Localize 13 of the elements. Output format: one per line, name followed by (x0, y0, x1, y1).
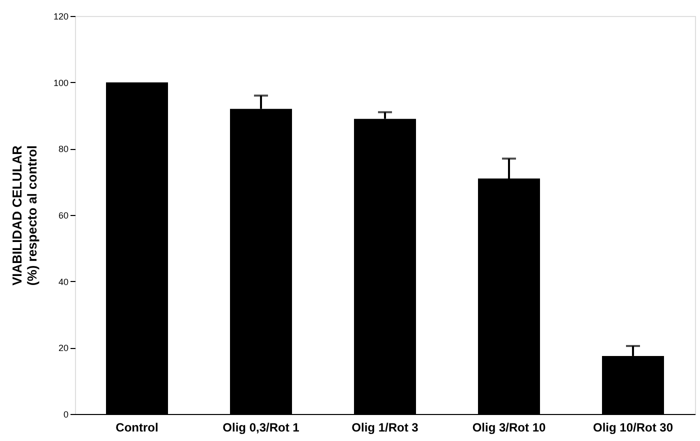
y-tick-label: 60 (58, 210, 68, 220)
x-tick-label: Olig 1/Rot 3 (352, 420, 419, 434)
x-tick-label: Control (116, 420, 158, 434)
y-tick-label: 100 (53, 78, 68, 88)
y-axis-title: VIABILIDAD CELULAR (%) respecto al control (9, 144, 40, 286)
y-tick-label: 20 (58, 343, 68, 354)
y-tick-label: 40 (58, 276, 68, 287)
y-tick-label: 120 (53, 12, 68, 22)
y-tick-label: 0 (63, 410, 68, 420)
y-tick-label: 80 (58, 144, 68, 154)
x-tick-label: Olig 0,3/Rot 1 (222, 420, 300, 434)
x-tick-label: Olig 3/Rot 10 (472, 420, 546, 434)
x-tick-label: Olig 10/Rot 30 (592, 420, 674, 434)
